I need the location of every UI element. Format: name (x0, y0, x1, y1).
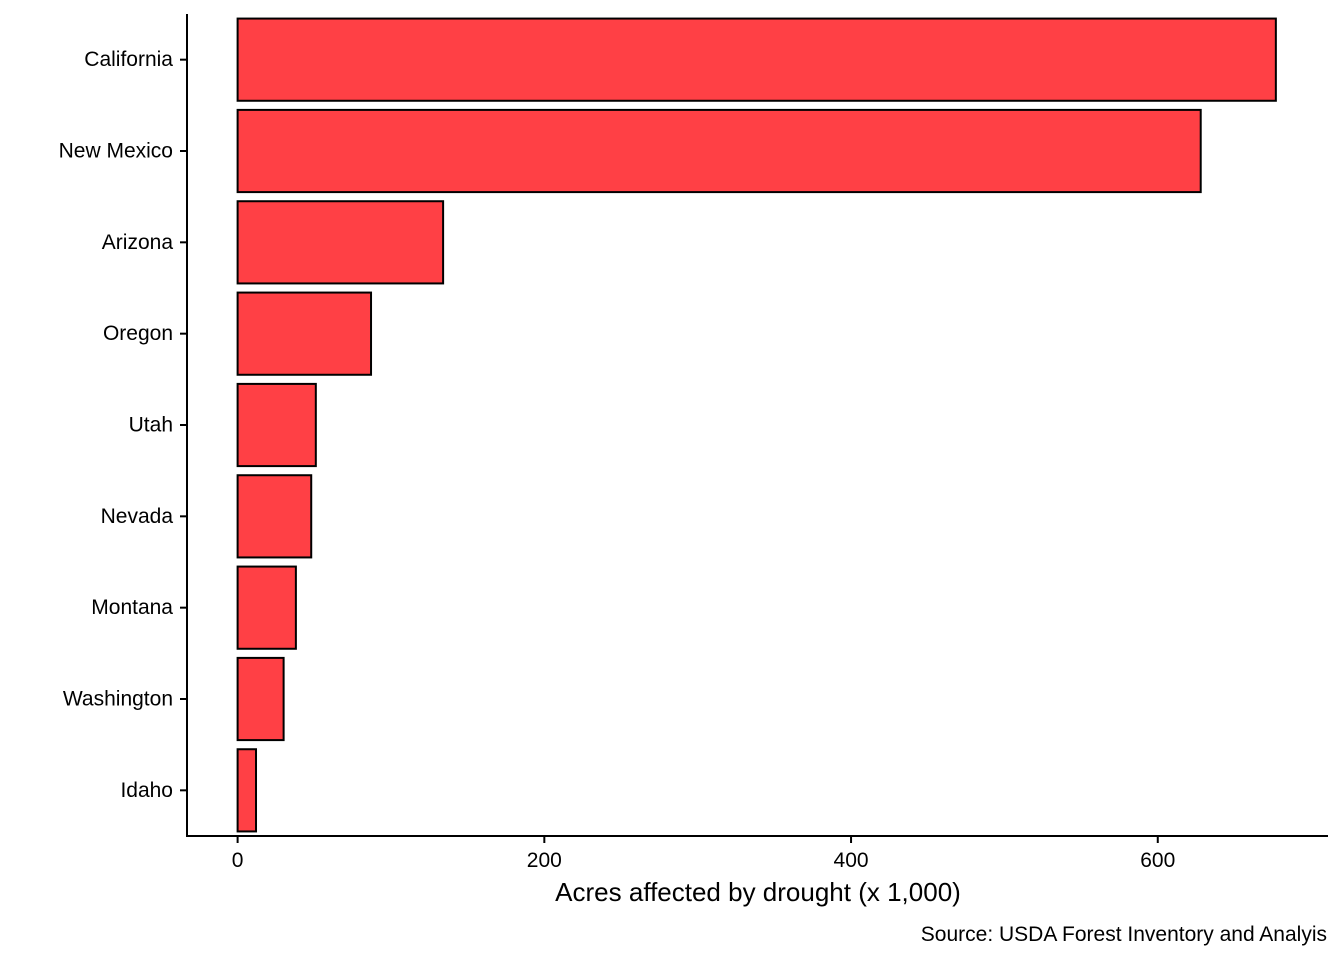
x-axis-ticks: 0 200 400 600 (232, 836, 1175, 872)
bar-arizona (236, 200, 445, 285)
bar-california (236, 17, 1277, 102)
y-tick-label: Nevada (101, 505, 174, 528)
bars-group (236, 17, 1277, 833)
x-tick-label: 400 (834, 849, 869, 872)
bar-nevada (236, 474, 313, 559)
x-tick-label: 200 (527, 849, 562, 872)
bar-oregon (236, 291, 373, 376)
y-tick-label: Idaho (120, 779, 173, 802)
y-tick-label: Utah (129, 414, 173, 437)
y-tick-label: New Mexico (59, 140, 173, 163)
x-tick-label: 600 (1140, 849, 1175, 872)
y-tick-label: Washington (63, 688, 173, 711)
chart-caption: Source: USDA Forest Inventory and Analyi… (921, 923, 1327, 946)
bar-utah (236, 382, 317, 468)
y-axis-ticks: California New Mexico Arizona Oregon Utah Nev… (59, 48, 187, 802)
y-tick-label: California (84, 48, 173, 71)
y-tick-label: Montana (91, 596, 173, 619)
bar-washington (236, 656, 285, 742)
bar-idaho (236, 748, 258, 833)
x-tick-label: 0 (232, 849, 244, 872)
x-axis-title: Acres affected by drought (x 1,000) (555, 877, 961, 907)
bar-new-mexico (236, 108, 1202, 194)
y-tick-label: Arizona (102, 231, 174, 254)
bar-montana (236, 565, 297, 650)
y-tick-label: Oregon (103, 322, 173, 345)
